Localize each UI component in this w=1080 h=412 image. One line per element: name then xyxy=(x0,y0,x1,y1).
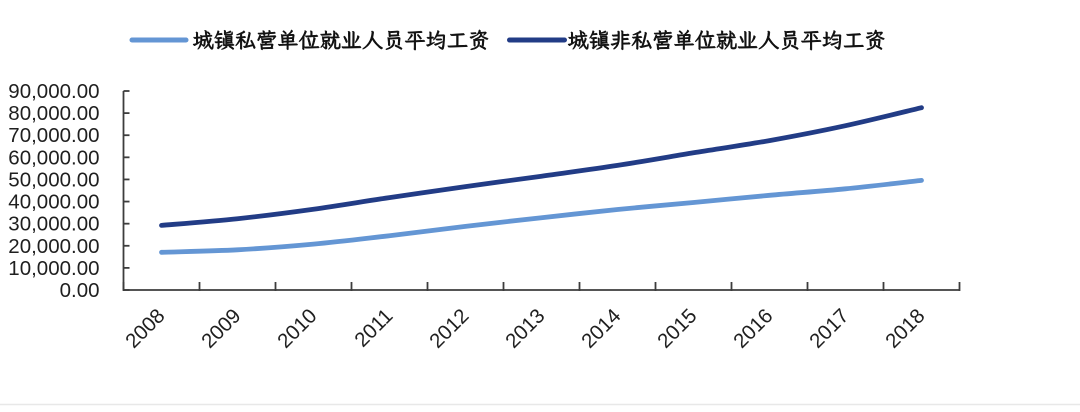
svg-text:2018: 2018 xyxy=(881,304,930,353)
svg-text:30,000.00: 30,000.00 xyxy=(8,213,99,236)
svg-text:50,000.00: 50,000.00 xyxy=(8,168,99,191)
svg-text:2014: 2014 xyxy=(577,304,626,353)
svg-text:2015: 2015 xyxy=(653,304,702,353)
svg-text:90,000.00: 90,000.00 xyxy=(8,80,99,103)
svg-text:70,000.00: 70,000.00 xyxy=(8,124,99,147)
svg-text:2008: 2008 xyxy=(121,304,170,353)
svg-text:40,000.00: 40,000.00 xyxy=(8,191,99,214)
svg-text:60,000.00: 60,000.00 xyxy=(8,146,99,169)
svg-text:20,000.00: 20,000.00 xyxy=(8,235,99,258)
svg-text:10,000.00: 10,000.00 xyxy=(8,257,99,280)
svg-text:0.00: 0.00 xyxy=(60,279,100,302)
svg-text:2011: 2011 xyxy=(350,304,397,351)
svg-text:2009: 2009 xyxy=(197,304,246,353)
svg-text:2016: 2016 xyxy=(729,304,778,353)
svg-text:2017: 2017 xyxy=(805,304,854,353)
svg-text:2013: 2013 xyxy=(501,304,550,353)
svg-text:80,000.00: 80,000.00 xyxy=(8,102,99,125)
svg-text:2012: 2012 xyxy=(425,304,474,353)
svg-text:2010: 2010 xyxy=(273,304,322,353)
